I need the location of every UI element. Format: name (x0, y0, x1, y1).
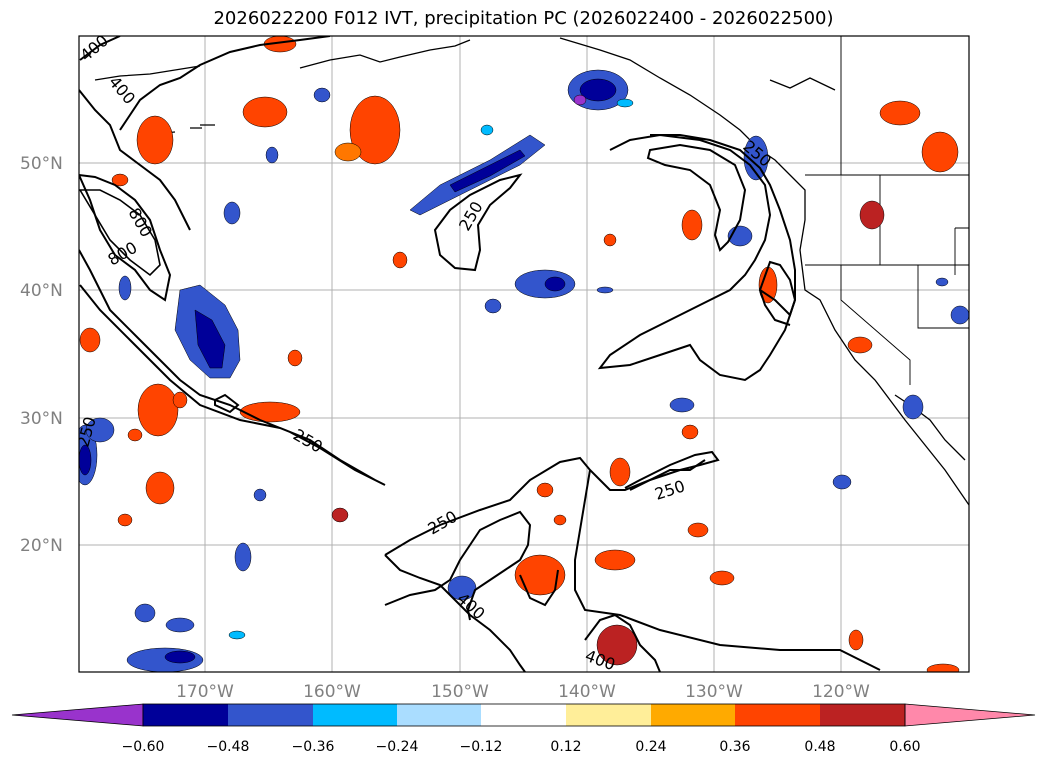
colorbar-bin-9 (820, 704, 905, 726)
colorbar-tick: −0.36 (292, 739, 335, 755)
colorbar: −0.60 −0.48 −0.36 −0.24 −0.12 0.12 0.24 … (11, 703, 1036, 755)
colorbar-tick: 0.12 (550, 739, 581, 755)
lat-label-40n: 40°N (20, 281, 63, 301)
lon-labels: 170°W 160°W 150°W 140°W 130°W 120°W (176, 682, 870, 702)
lon-label-120w: 120°W (812, 682, 870, 702)
lat-label-50n: 50°N (20, 154, 63, 174)
map-area: 400 400 800 800 250 250 250 250 250 400 … (79, 36, 969, 672)
lon-label-150w: 150°W (431, 682, 489, 702)
colorbar-tick: −0.12 (460, 739, 503, 755)
lon-label-130w: 130°W (685, 682, 743, 702)
colorbar-bin-8 (735, 704, 820, 726)
colorbar-tick: −0.24 (376, 739, 419, 755)
colorbar-bin-4 (397, 704, 481, 726)
colorbar-bin-7 (651, 704, 735, 726)
map-title: 2026022200 F012 IVT, precipitation PC (2… (213, 8, 834, 29)
colorbar-bin-6 (566, 704, 651, 726)
colorbar-bin-3 (313, 704, 397, 726)
colorbar-tick: −0.48 (207, 739, 250, 755)
lat-label-20n: 20°N (20, 536, 63, 556)
lat-labels: 50°N 40°N 30°N 20°N (20, 154, 63, 556)
colorbar-tick: 0.60 (889, 739, 920, 755)
colorbar-bin-1 (143, 704, 228, 726)
lon-label-140w: 140°W (558, 682, 616, 702)
colorbar-extend-left (11, 703, 144, 727)
colorbar-tick: −0.60 (122, 739, 165, 755)
lon-label-160w: 160°W (303, 682, 361, 702)
colorbar-tick: 0.36 (719, 739, 750, 755)
colorbar-ticks: −0.60 −0.48 −0.36 −0.24 −0.12 0.12 0.24 … (122, 739, 921, 755)
colorbar-bin-5 (481, 704, 566, 726)
colorbar-bin-2 (228, 704, 313, 726)
lon-label-170w: 170°W (176, 682, 234, 702)
lat-label-30n: 30°N (20, 409, 63, 429)
colorbar-extend-right (904, 703, 1036, 727)
precip-patches (79, 36, 969, 672)
colorbar-tick: 0.24 (635, 739, 666, 755)
map-frame (78, 35, 970, 673)
colorbar-tick: 0.48 (804, 739, 835, 755)
ivt-contours (79, 36, 881, 672)
